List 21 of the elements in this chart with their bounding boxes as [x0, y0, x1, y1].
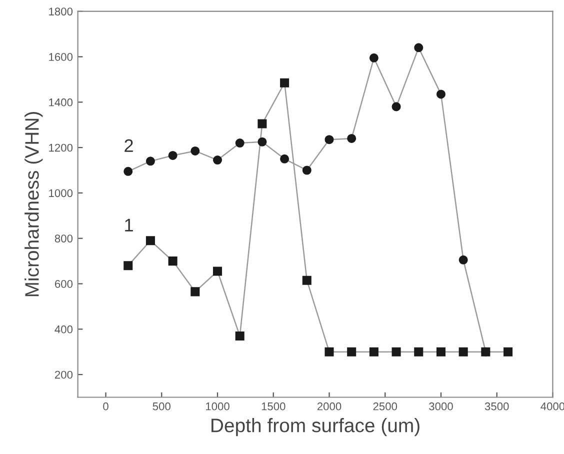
y-tick-label: 1800 — [49, 8, 73, 16]
y-tick-label: 1400 — [49, 98, 73, 106]
x-tick-label: 2500 — [373, 402, 398, 410]
x-tick-label: 1000 — [206, 402, 230, 410]
series-label: 1 — [125, 218, 133, 232]
y-tick-label: 200 — [54, 370, 73, 379]
x-tick-label: 0 — [103, 402, 108, 410]
x-tick-label: 3500 — [484, 402, 509, 410]
y-tick-label: 800 — [54, 234, 73, 242]
y-axis-title: Microhardness (VHN) — [24, 112, 43, 296]
series-label: 2 — [124, 139, 133, 152]
x-tick-label: 3000 — [429, 402, 453, 410]
x-tick-label: 500 — [152, 402, 170, 410]
y-tick-label: 600 — [55, 280, 73, 288]
y-tick-label: 1600 — [49, 53, 73, 61]
x-tick-label: 2000 — [317, 402, 342, 410]
y-tick-label: 1000 — [49, 189, 73, 198]
y-tick-label: 1200 — [49, 144, 73, 152]
x-tick-label: 1500 — [262, 402, 286, 410]
y-tick-label: 400 — [54, 325, 73, 334]
x-axis-title: Depth from surface (um) — [212, 418, 420, 436]
